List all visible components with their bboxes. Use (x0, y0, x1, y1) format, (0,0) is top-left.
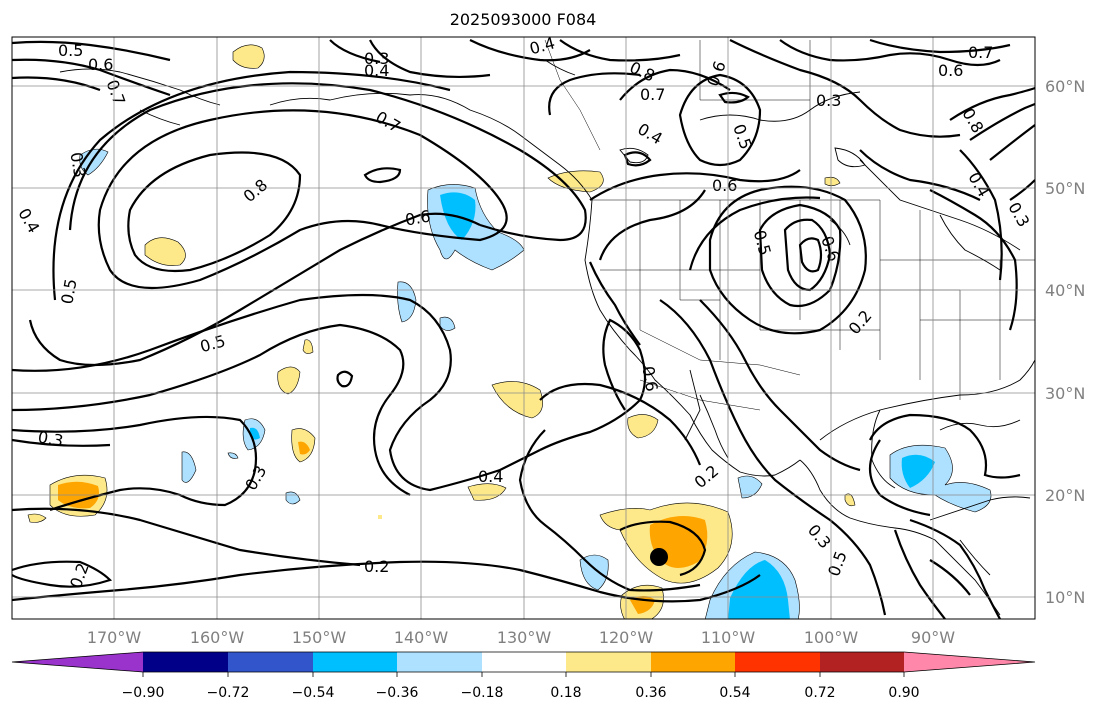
colorbar-tick-label: −0.36 (376, 685, 419, 701)
contour-label: 0.4 (364, 61, 389, 80)
lon-tick-label: 150°W (292, 628, 347, 647)
colorbar-extend-high (904, 652, 1035, 672)
contour-label: 0.3 (364, 49, 389, 68)
contour-label: 0.2 (364, 557, 389, 576)
colorbar-tick-label: 0.90 (888, 685, 919, 701)
colorbar-segment (397, 652, 482, 672)
contour-label: 0.6 (638, 365, 661, 393)
colorbar-tick-label: −0.54 (292, 685, 335, 701)
lon-tick-label: 140°W (394, 628, 449, 647)
colorbar-tick-label: −0.18 (461, 685, 504, 701)
lon-tick-label: 90°W (911, 628, 955, 647)
colorbar-extend-low (12, 652, 143, 672)
lat-tick-label: 40°N (1045, 281, 1085, 300)
contour-label: 0.5 (57, 277, 80, 305)
lon-tick-label: 130°W (497, 628, 552, 647)
colorbar-segment (735, 652, 820, 672)
lat-tick-label: 20°N (1045, 486, 1085, 505)
colorbar: −0.90 −0.72 −0.54 −0.36 −0.18 0.18 0.36 … (11, 651, 1036, 701)
contour-label: 0.4 (478, 467, 503, 486)
lon-tick-label: 100°W (804, 628, 859, 647)
contour-label: 0.3 (36, 427, 64, 450)
colorbar-tick-label: 0.72 (804, 685, 835, 701)
colorbar-tick-label: −0.72 (207, 685, 250, 701)
colorbar-tick-label: 0.36 (635, 685, 666, 701)
lat-tick-label: 30°N (1045, 384, 1085, 403)
contour-label: 0.3 (66, 151, 89, 179)
contour-label: 0.3 (816, 91, 841, 110)
gridlines (12, 37, 1035, 619)
colorbar-tick-label: 0.54 (719, 685, 750, 701)
lon-tick-label: 170°W (87, 628, 142, 647)
colorbar-segment (566, 652, 651, 672)
contour-label: 0.6 (938, 61, 963, 80)
lon-tick-label: 110°W (701, 628, 756, 647)
colorbar-segment (482, 652, 566, 672)
contour-lines (12, 38, 1035, 619)
contour-label: 0.7 (640, 85, 665, 104)
coastlines (59, 59, 1035, 616)
contour-label: 0.6 (88, 55, 113, 74)
contour-label: 0.4 (527, 33, 557, 58)
lon-tick-label: 120°W (599, 628, 654, 647)
latitude-labels: 60°N 50°N 40°N 30°N 20°N 10°N (1045, 77, 1085, 607)
contour-label: 0.6 (404, 206, 432, 229)
colorbar-segment (651, 652, 735, 672)
colorbar-tick-label: 0.18 (550, 685, 581, 701)
contour-label: 0.6 (712, 176, 737, 195)
map-area (12, 37, 1035, 619)
negative-anomaly-fills (79, 148, 992, 619)
longitude-labels: 170°W 160°W 150°W 140°W 130°W 120°W 110°… (87, 628, 955, 647)
lat-tick-label: 50°N (1045, 179, 1085, 198)
lat-tick-label: 60°N (1045, 77, 1085, 96)
contour-label: 0.7 (968, 43, 993, 62)
contour-label: 0.5 (58, 41, 83, 60)
lon-tick-label: 160°W (190, 628, 245, 647)
map-frame (11, 36, 1036, 620)
colorbar-segment (820, 652, 904, 672)
storm-center-marker (650, 548, 668, 566)
colorbar-tick-label: −0.90 (122, 685, 165, 701)
map-title: 2025093000 F084 (449, 10, 597, 29)
lat-tick-label: 10°N (1045, 588, 1085, 607)
colorbar-segment (143, 652, 228, 672)
colorbar-segment (313, 652, 397, 672)
colorbar-segment (228, 652, 313, 672)
